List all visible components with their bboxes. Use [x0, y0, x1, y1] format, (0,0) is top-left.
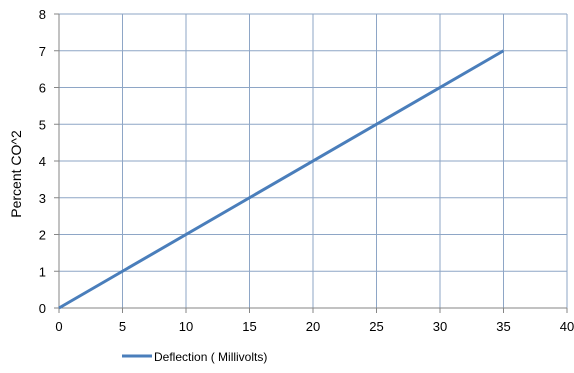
x-tick-label: 25 — [369, 319, 383, 334]
x-tick-label: 40 — [560, 319, 574, 334]
y-tick-label: 8 — [39, 7, 46, 22]
x-tick-label: 0 — [55, 319, 62, 334]
y-tick-label: 1 — [39, 264, 46, 279]
x-tick-label: 15 — [242, 319, 256, 334]
y-tick-label: 5 — [39, 117, 46, 132]
y-axis-title: Percent CO^2 — [8, 130, 24, 218]
x-tick-label: 10 — [179, 319, 193, 334]
y-tick-label: 0 — [39, 301, 46, 316]
x-tick-label: 20 — [306, 319, 320, 334]
y-tick-label: 4 — [39, 154, 46, 169]
y-tick-label: 7 — [39, 44, 46, 59]
legend-label: Deflection ( Millivolts) — [154, 350, 267, 364]
series-line — [58, 49, 505, 310]
x-tick-label: 35 — [496, 319, 510, 334]
gridlines — [59, 13, 568, 308]
axes — [54, 13, 568, 313]
y-tick-label: 6 — [39, 81, 46, 96]
y-tick-label: 2 — [39, 228, 46, 243]
legend: Deflection ( Millivolts) — [122, 350, 267, 364]
series-layer — [58, 49, 505, 310]
tick-labels: 0 1 2 3 4 5 6 7 8 0 5 10 15 20 25 30 35 40 — [39, 7, 574, 334]
y-tick-label: 3 — [39, 191, 46, 206]
x-tick-label: 5 — [119, 319, 126, 334]
x-tick-label: 30 — [433, 319, 447, 334]
